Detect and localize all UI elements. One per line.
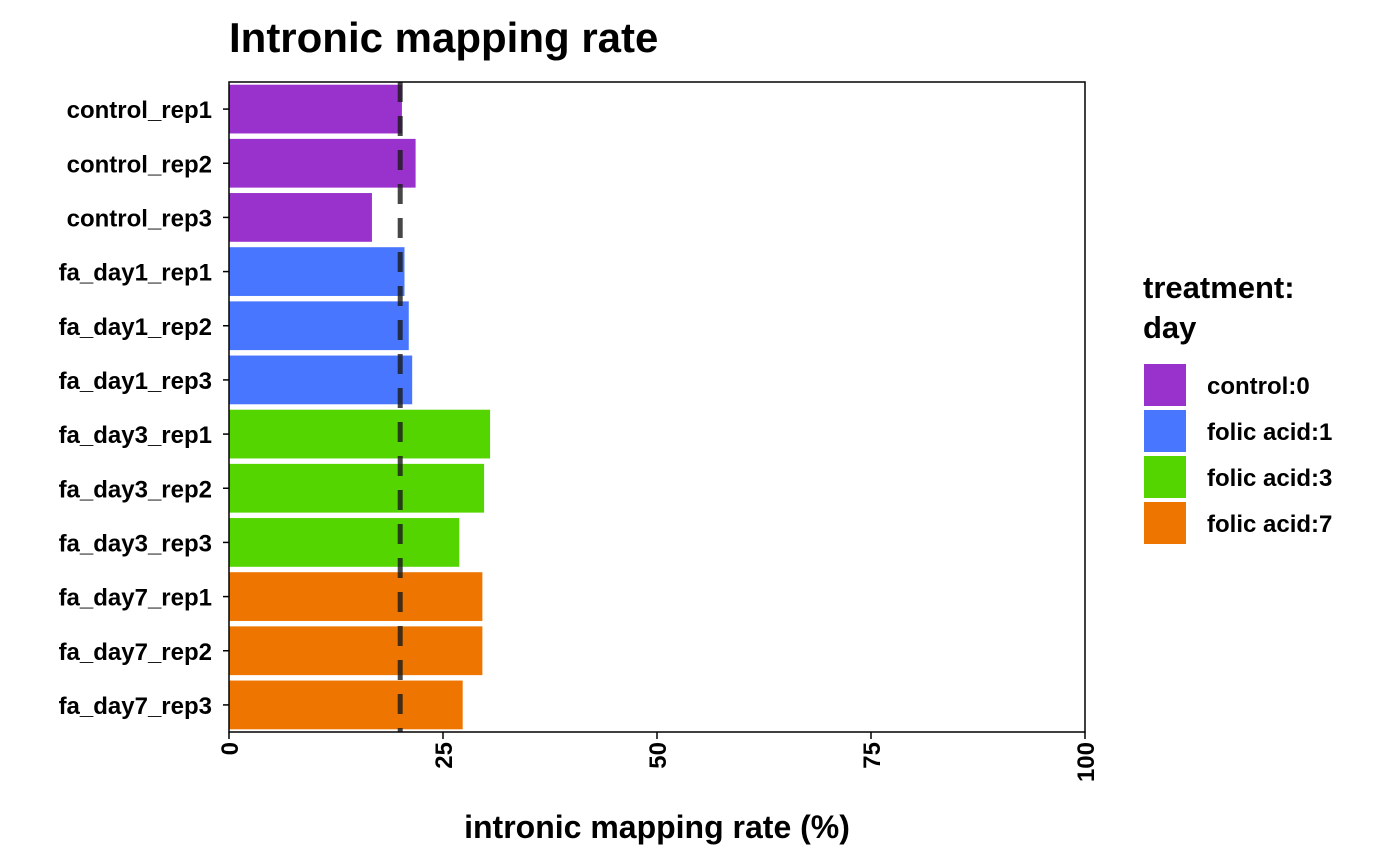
y-label-fa_day7_rep2: fa_day7_rep2 bbox=[59, 639, 212, 666]
legend-label: control:0 bbox=[1207, 373, 1310, 400]
y-label-control_rep3: control_rep3 bbox=[67, 205, 212, 232]
y-label-fa_day7_rep3: fa_day7_rep3 bbox=[59, 693, 212, 720]
y-label-fa_day1_rep1: fa_day1_rep1 bbox=[59, 260, 212, 287]
bar-control_rep3 bbox=[229, 193, 372, 242]
legend-title-line2: day bbox=[1143, 310, 1197, 345]
bar-fa_day3_rep1 bbox=[229, 409, 491, 459]
y-label-fa_day1_rep3: fa_day1_rep3 bbox=[59, 368, 212, 395]
legend: treatment: day control:0 folic acid:1 foli… bbox=[1143, 270, 1332, 544]
x-tick-label: 50 bbox=[645, 742, 672, 769]
x-axis: 0 25 50 75 100 bbox=[217, 732, 1100, 782]
legend-key bbox=[1144, 502, 1186, 544]
bar-fa_day7_rep2 bbox=[229, 626, 483, 676]
plot-panel bbox=[228, 81, 1086, 733]
bar-fa_day1_rep3 bbox=[229, 355, 413, 405]
y-label-control_rep2: control_rep2 bbox=[67, 151, 212, 178]
legend-key bbox=[1144, 410, 1186, 452]
bar-fa_day1_rep1 bbox=[229, 247, 405, 296]
x-tick-label: 75 bbox=[859, 742, 886, 769]
legend-key bbox=[1144, 456, 1186, 498]
x-tick-label: 0 bbox=[217, 742, 244, 755]
y-label-control_rep1: control_rep1 bbox=[67, 97, 212, 124]
bar-fa_day3_rep3 bbox=[229, 518, 460, 567]
chart-title: Intronic mapping rate bbox=[229, 14, 658, 61]
legend-title-line1: treatment: bbox=[1143, 270, 1295, 305]
y-label-fa_day3_rep2: fa_day3_rep2 bbox=[59, 476, 212, 503]
x-tick-label: 25 bbox=[431, 742, 458, 769]
bar-control_rep2 bbox=[229, 138, 416, 188]
y-label-fa_day3_rep3: fa_day3_rep3 bbox=[59, 530, 212, 557]
bar-fa_day7_rep1 bbox=[229, 572, 483, 621]
legend-key bbox=[1144, 364, 1186, 406]
legend-items: control:0 folic acid:1 folic acid:3 folic a… bbox=[1144, 364, 1332, 544]
legend-label: folic acid:3 bbox=[1207, 465, 1332, 492]
bar-fa_day7_rep3 bbox=[229, 680, 463, 730]
y-axis-labels: control_rep1 control_rep2 control_rep3 fa_d… bbox=[59, 97, 229, 720]
bar-fa_day1_rep2 bbox=[229, 301, 409, 351]
bars bbox=[229, 84, 491, 730]
x-tick-label: 100 bbox=[1073, 742, 1100, 782]
bar-control_rep1 bbox=[229, 84, 402, 134]
y-label-fa_day1_rep2: fa_day1_rep2 bbox=[59, 314, 212, 341]
y-label-fa_day7_rep1: fa_day7_rep1 bbox=[59, 585, 212, 612]
bar-fa_day3_rep2 bbox=[229, 463, 485, 513]
x-axis-title: intronic mapping rate (%) bbox=[464, 809, 850, 845]
legend-label: folic acid:7 bbox=[1207, 511, 1332, 538]
y-label-fa_day3_rep1: fa_day3_rep1 bbox=[59, 422, 212, 449]
legend-label: folic acid:1 bbox=[1207, 419, 1332, 446]
